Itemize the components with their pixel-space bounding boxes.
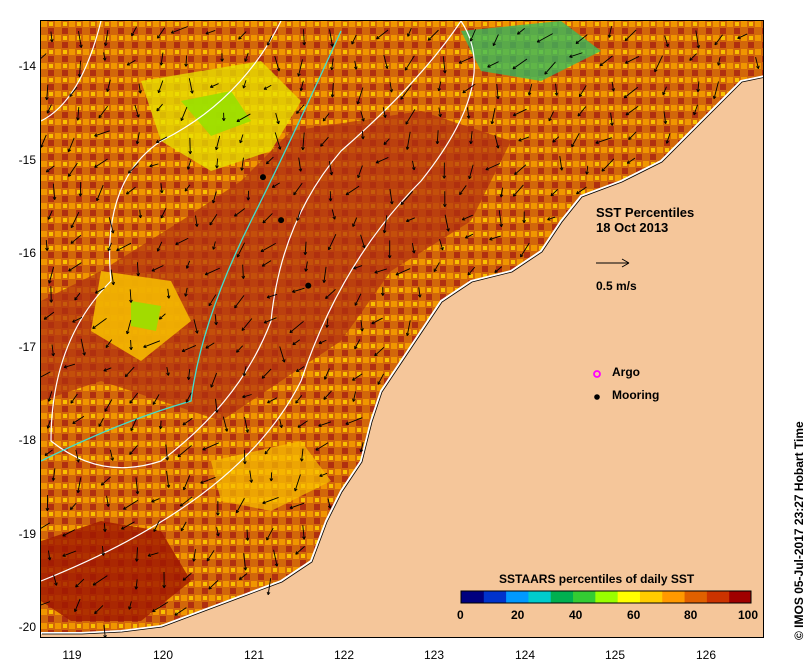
x-tick-label: 125 <box>604 648 626 662</box>
colorbar-segment <box>594 591 618 603</box>
colorbar-segment <box>527 591 551 603</box>
coastline-outline <box>42 77 763 635</box>
sst-low-region <box>131 301 161 331</box>
sst-low-region <box>211 441 331 511</box>
credit-text: © IMOS 05-Jul-2017 23:27 Hobart Time <box>792 421 806 640</box>
mooring-legend-label: Mooring <box>612 388 660 402</box>
colorbar-segment <box>706 591 730 603</box>
mooring-marker <box>278 217 285 224</box>
colorbar-segment <box>505 591 529 603</box>
sst-high-region <box>41 521 191 621</box>
colorbar-segment <box>684 591 707 603</box>
x-tick-label: 126 <box>695 648 717 662</box>
colorbar-title: SSTAARS percentiles of daily SST <box>499 572 695 586</box>
bathymetry-contour <box>41 21 475 582</box>
bathymetry-contour <box>41 21 102 122</box>
x-tick-label: 121 <box>243 648 265 662</box>
x-tick-label: 123 <box>423 648 445 662</box>
y-tick-label: -18 <box>18 433 36 447</box>
colorbar-tick: 60 <box>627 608 641 622</box>
x-tick-label: 124 <box>514 648 536 662</box>
colorbar-tick: 0 <box>457 608 464 622</box>
colorbar-segment <box>728 591 752 603</box>
y-tick-label: -17 <box>18 340 36 354</box>
colorbar-tick: 20 <box>511 608 525 622</box>
colorbar-tick: 40 <box>569 608 583 622</box>
y-tick-label: -19 <box>18 527 36 541</box>
colorbar-tick: 100 <box>738 608 759 622</box>
x-tick-label: 122 <box>333 648 355 662</box>
mooring-markers <box>259 174 312 289</box>
scale-arrow-head <box>621 258 630 268</box>
current-vectors <box>41 26 760 637</box>
map-date: 18 Oct 2013 <box>596 220 669 235</box>
colorbar-segment <box>483 591 507 603</box>
mooring-marker <box>305 282 312 289</box>
x-tick-label: 119 <box>62 648 82 662</box>
sst-low-region <box>181 91 251 136</box>
argo-legend-label: Argo <box>612 365 640 379</box>
colorbar-tick: 80 <box>684 608 698 622</box>
coastline <box>41 75 763 634</box>
y-tick-label: -20 <box>18 620 36 634</box>
y-tick-label: -16 <box>18 246 36 260</box>
colorbar-segment <box>639 591 663 603</box>
colorbar-segment <box>617 591 640 603</box>
argo-marker <box>593 370 601 378</box>
colorbar-segment <box>550 591 574 603</box>
map-title: SST Percentiles <box>596 205 695 220</box>
colorbar-segment <box>572 591 596 603</box>
y-tick-label: -15 <box>18 153 36 167</box>
x-tick-label: 120 <box>152 648 174 662</box>
mooring-marker <box>259 174 266 181</box>
bathymetry-contour <box>41 30 342 462</box>
y-tick-label: -14 <box>18 59 36 73</box>
colorbar-segment <box>461 591 484 603</box>
colorbar <box>460 590 752 604</box>
scale-arrow-label: 0.5 m/s <box>596 279 637 293</box>
map-frame <box>40 20 764 638</box>
mooring-legend-marker <box>594 394 600 400</box>
colorbar-segment <box>661 591 685 603</box>
sst-low-region <box>461 21 601 81</box>
sst-map <box>41 21 763 637</box>
bathymetry-contour <box>50 21 462 469</box>
